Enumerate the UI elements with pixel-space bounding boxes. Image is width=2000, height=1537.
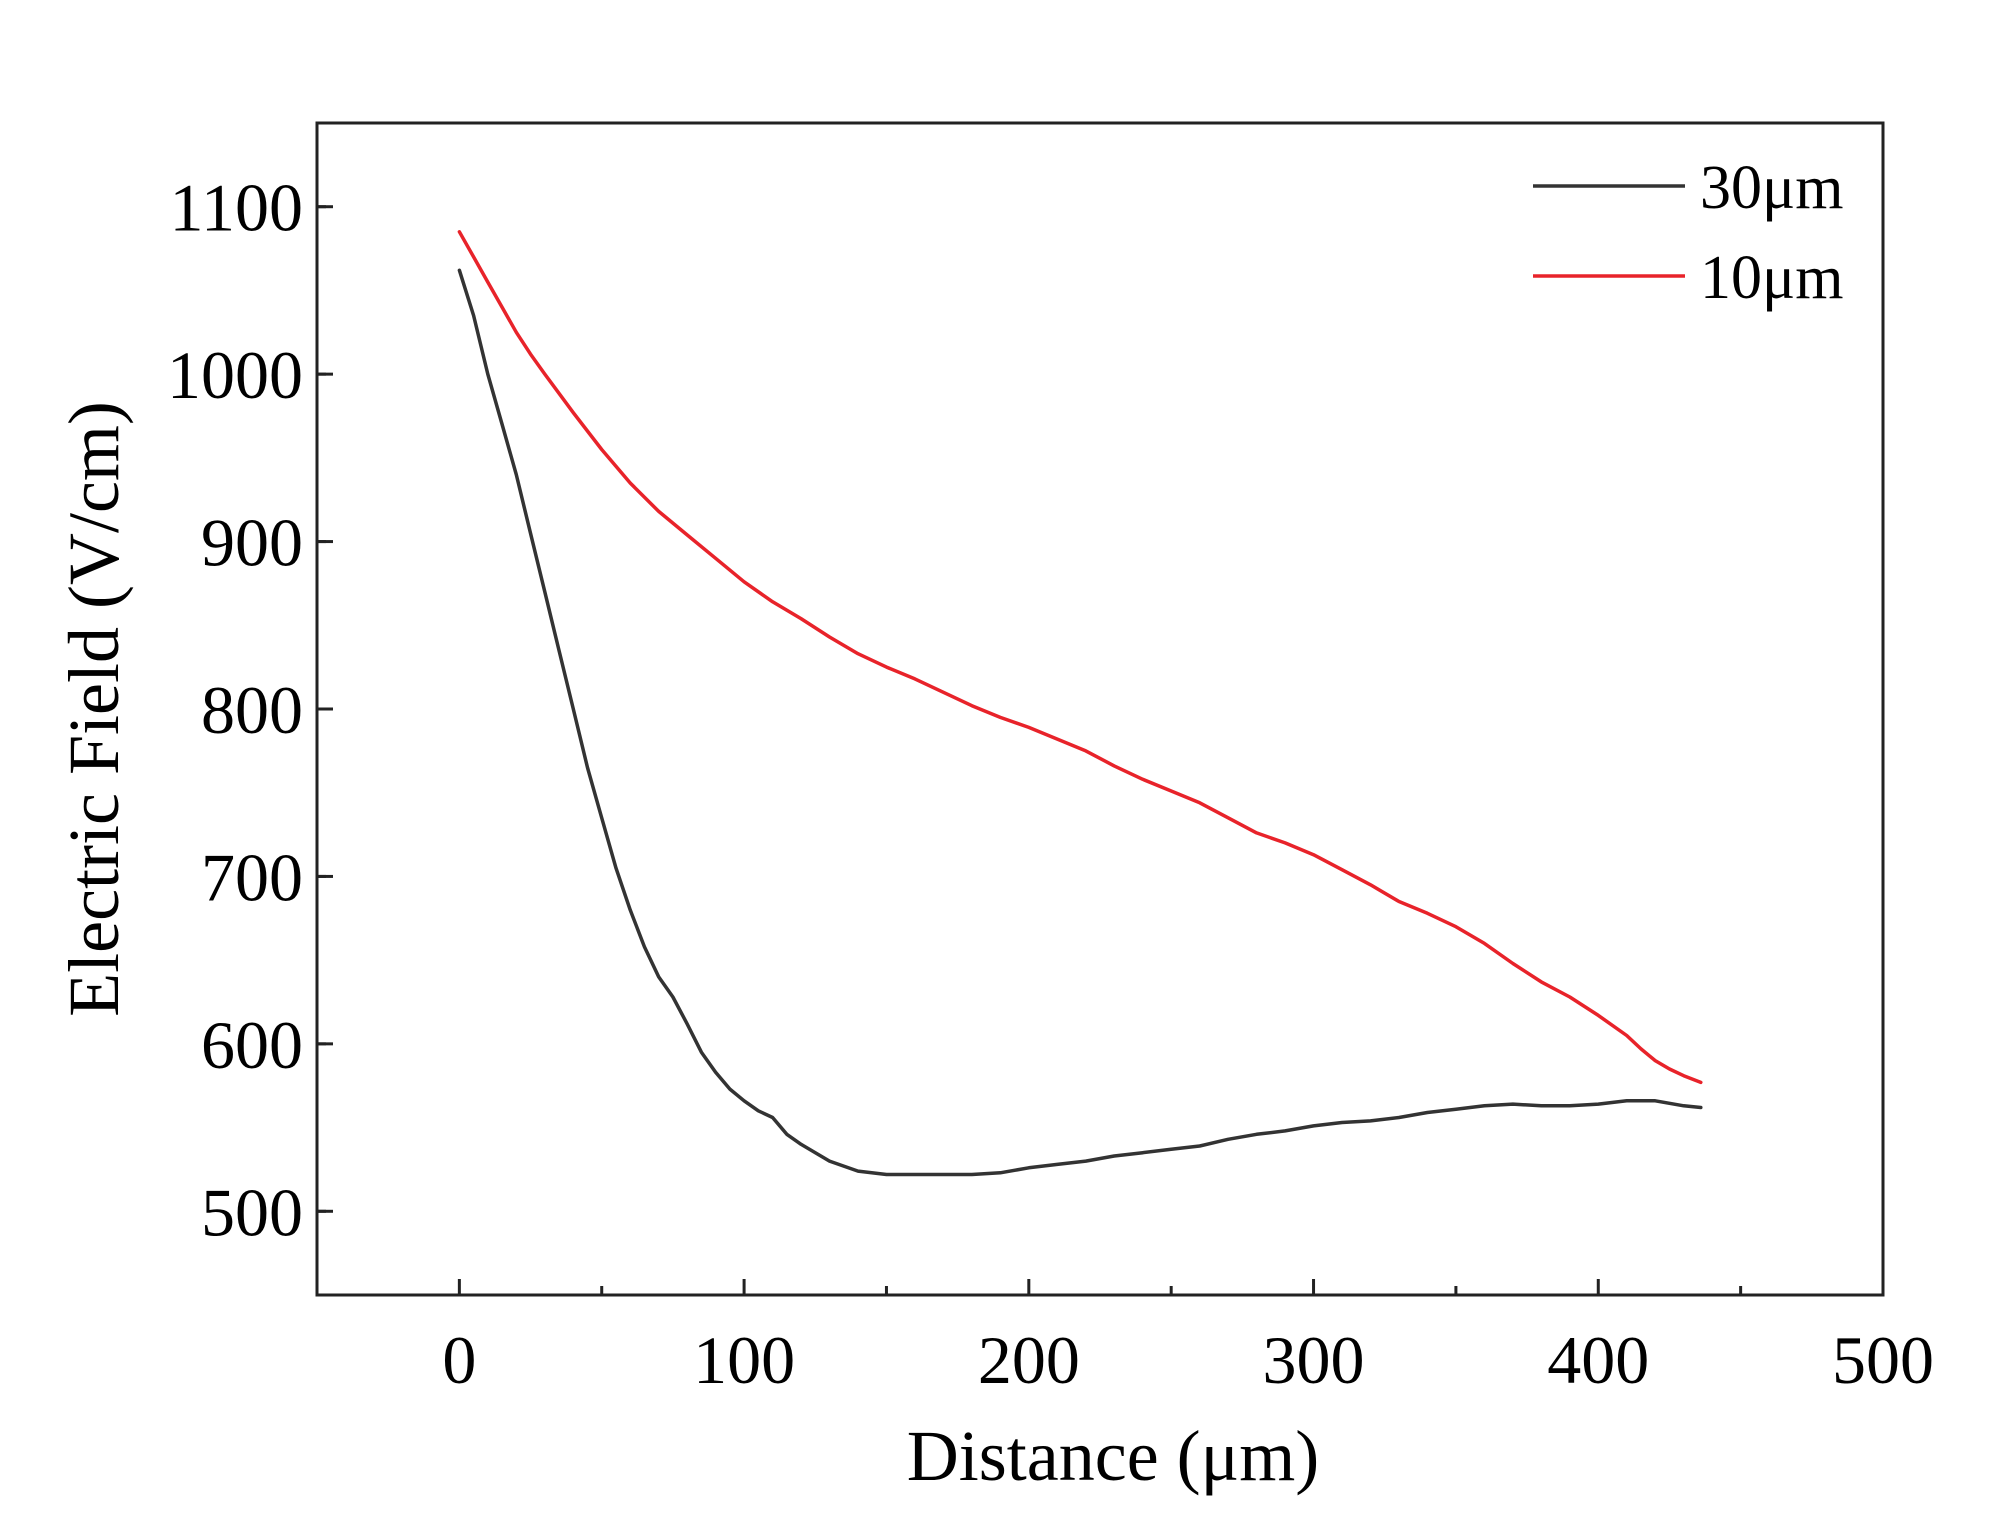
y-tick-label: 500 [201,1174,303,1250]
y-tick-label: 800 [201,672,303,748]
series-line-30m [457,268,1703,1177]
legend-label: 30μm [1700,154,1843,222]
y-axis: 500 600 700 800 900 1000 1100 [167,170,333,1250]
x-axis: 0 100 200 300 400 500 [442,1279,1934,1398]
x-axis-title: Distance (μm) [907,1416,1319,1496]
y-axis-title: Electric Field (V/cm) [54,401,134,1017]
y-tick-label: 1000 [167,337,303,413]
y-tick-label: 1100 [170,170,303,246]
series-layer [457,230,1703,1177]
y-tick-label: 700 [201,839,303,915]
series-line-10m [457,230,1703,1085]
legend: 30μm 10μm [1533,154,1843,312]
plot-frame [315,121,1885,1297]
x-tick-label: 500 [1832,1322,1934,1398]
x-tick-label: 400 [1547,1322,1649,1398]
x-tick-label: 100 [693,1322,795,1398]
x-tick-label: 200 [978,1322,1080,1398]
y-tick-label: 900 [201,505,303,581]
x-tick-label: 0 [442,1322,476,1398]
legend-label: 10μm [1700,244,1843,312]
x-tick-label: 300 [1263,1322,1365,1398]
y-tick-label: 600 [201,1007,303,1083]
